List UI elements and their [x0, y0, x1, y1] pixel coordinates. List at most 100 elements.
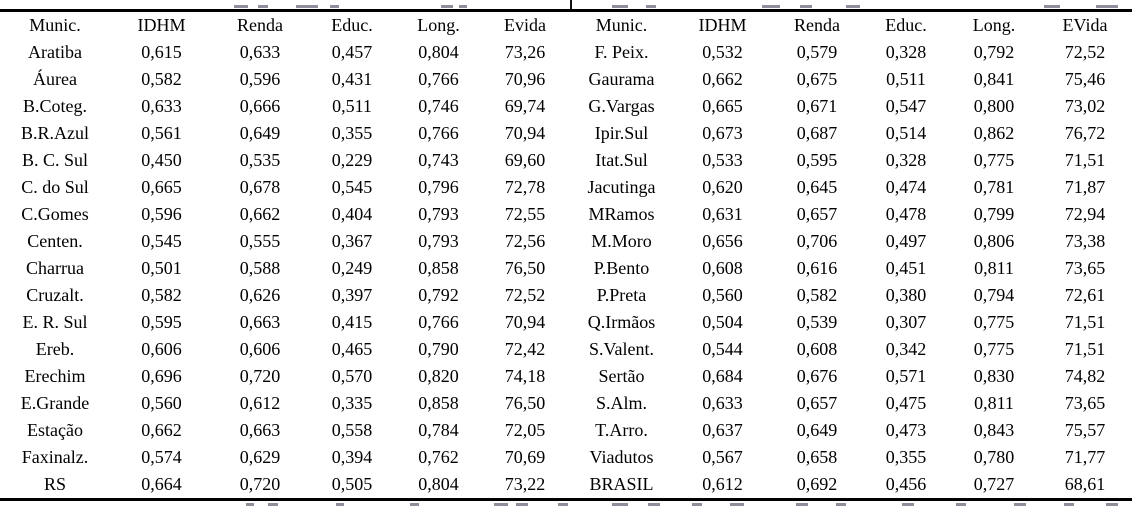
value-cell: 72,78: [504, 177, 546, 197]
municipality-cell: C. do Sul: [21, 177, 89, 197]
value-cell: 76,50: [504, 258, 546, 278]
value-cell: 0,692: [796, 474, 838, 494]
value-cell: 0,657: [796, 393, 838, 413]
value-cell: 0,533: [702, 150, 743, 170]
value-cell: 0,766: [418, 69, 459, 89]
value-cell: 0,629: [239, 447, 281, 467]
value-cell: 0,662: [239, 204, 281, 224]
table-row: Aratiba 0,615 0,633 0,457 0,804 73,26 F. Peix.…: [0, 39, 1132, 66]
value-cell: 0,465: [331, 339, 373, 359]
col-header-munic-right: Munic.: [595, 15, 648, 35]
municipality-cell: Centen.: [27, 231, 83, 251]
value-cell: 0,743: [418, 150, 459, 170]
value-cell: 0,394: [331, 447, 373, 467]
value-cell: 0,775: [973, 339, 1015, 359]
municipality-cell: S.Valent.: [589, 339, 654, 359]
municipality-cell: Estação: [27, 420, 83, 440]
value-cell: 0,792: [973, 42, 1015, 62]
value-cell: 0,457: [331, 42, 373, 62]
value-cell: 0,616: [796, 258, 838, 278]
value-cell: 0,766: [418, 123, 459, 143]
value-cell: 0,397: [331, 285, 373, 305]
table-row: B.Coteg. 0,633 0,666 0,511 0,746 69,74 G.Varga…: [0, 93, 1132, 120]
table-top-rule: [0, 9, 1132, 12]
value-cell: 0,544: [702, 339, 743, 359]
value-cell: 0,820: [418, 366, 459, 386]
value-cell: 0,615: [141, 42, 182, 62]
value-cell: 0,684: [702, 366, 743, 386]
value-cell: 0,843: [973, 420, 1015, 440]
value-cell: 0,535: [239, 150, 281, 170]
value-cell: 0,663: [239, 312, 281, 332]
value-cell: 0,582: [141, 69, 182, 89]
value-cell: 0,539: [796, 312, 838, 332]
clipped-caption-bottom: [0, 501, 1132, 512]
value-cell: 0,451: [885, 258, 927, 278]
municipality-cell: Faxinalz.: [21, 447, 89, 467]
value-cell: 0,657: [796, 204, 838, 224]
value-cell: 0,841: [973, 69, 1015, 89]
table-row: B.R.Azul 0,561 0,649 0,355 0,766 70,94 Ipir.Su…: [0, 120, 1132, 147]
value-cell: 75,46: [1064, 69, 1106, 89]
table-body: Aratiba 0,615 0,633 0,457 0,804 73,26 F. Peix.…: [0, 39, 1132, 498]
value-cell: 0,431: [331, 69, 373, 89]
value-cell: 0,249: [331, 258, 373, 278]
value-cell: 0,762: [418, 447, 459, 467]
table-row: C. do Sul 0,665 0,678 0,545 0,796 72,78 Jacuti…: [0, 174, 1132, 201]
value-cell: 0,532: [702, 42, 743, 62]
value-cell: 0,804: [418, 42, 459, 62]
value-cell: 0,473: [885, 420, 927, 440]
value-cell: 73,22: [504, 474, 546, 494]
table-row: Ereb. 0,606 0,606 0,465 0,790 72,42 S.Valent. 0…: [0, 336, 1132, 363]
municipality-cell: Ereb.: [35, 339, 75, 359]
value-cell: 0,796: [418, 177, 459, 197]
value-cell: 74,18: [504, 366, 546, 386]
value-cell: 0,645: [796, 177, 838, 197]
value-cell: 0,511: [886, 69, 926, 89]
col-header-evida-left: Evida: [504, 15, 546, 35]
value-cell: 0,658: [796, 447, 838, 467]
value-cell: 0,328: [885, 42, 927, 62]
value-cell: 0,706: [796, 231, 838, 251]
municipality-cell: Cruzalt.: [26, 285, 84, 305]
value-cell: 70,69: [504, 447, 546, 467]
value-cell: 0,367: [331, 231, 373, 251]
value-cell: 0,799: [973, 204, 1015, 224]
value-cell: 0,560: [702, 285, 743, 305]
idhm-municipalities-table: Munic. IDHM Renda Educ. Long. Evida Muni…: [0, 12, 1132, 498]
value-cell: 0,784: [418, 420, 459, 440]
municipality-cell: B. C. Sul: [21, 150, 89, 170]
value-cell: 0,806: [973, 231, 1015, 251]
value-cell: 0,720: [239, 474, 281, 494]
municipality-cell: B.Coteg.: [22, 96, 87, 116]
value-cell: 0,560: [141, 393, 182, 413]
value-cell: 76,50: [504, 393, 546, 413]
value-cell: 0,633: [239, 42, 281, 62]
value-cell: 71,51: [1064, 339, 1106, 359]
col-header-idhm-right: IDHM: [698, 15, 747, 35]
municipality-cell: Erechim: [24, 366, 86, 386]
value-cell: 74,82: [1064, 366, 1106, 386]
value-cell: 0,673: [702, 123, 743, 143]
value-cell: 0,229: [331, 150, 373, 170]
municipality-cell: E.Grande: [20, 393, 90, 413]
table-row: Charrua 0,501 0,588 0,249 0,858 76,50 P.Bento 0…: [0, 255, 1132, 282]
value-cell: 0,504: [702, 312, 743, 332]
value-cell: 73,38: [1064, 231, 1106, 251]
value-cell: 0,501: [141, 258, 182, 278]
clipped-caption-top: [0, 0, 1132, 9]
value-cell: 0,474: [885, 177, 927, 197]
value-cell: 0,793: [418, 204, 459, 224]
value-cell: 0,567: [702, 447, 743, 467]
municipality-cell: E. R. Sul: [22, 312, 88, 332]
value-cell: 0,662: [141, 420, 182, 440]
municipality-cell: Sertão: [598, 366, 645, 386]
value-cell: 0,675: [796, 69, 838, 89]
value-cell: 0,571: [885, 366, 927, 386]
value-cell: 0,595: [796, 150, 838, 170]
col-header-renda-right: Renda: [794, 15, 840, 35]
col-header-long-right: Long.: [972, 15, 1016, 35]
value-cell: 0,637: [702, 420, 743, 440]
table-row: Áurea 0,582 0,596 0,431 0,766 70,96 Gaurama 0,6…: [0, 66, 1132, 93]
value-cell: 0,497: [885, 231, 927, 251]
